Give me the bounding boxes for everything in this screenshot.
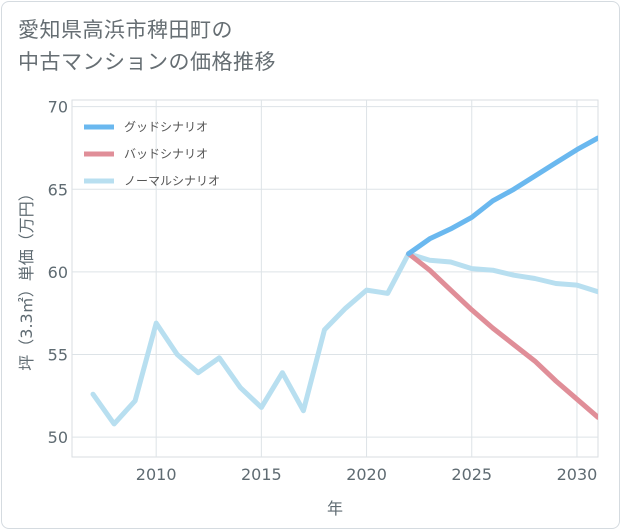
legend-item-normal-scenario: ノーマルシナリオ	[84, 174, 220, 188]
chart-title-line-2: 中古マンションの価格推移	[18, 50, 276, 74]
y-axis-label: 坪（3.3㎡）単価（万円）	[17, 185, 36, 370]
series-line-normal-scenario	[90, 251, 598, 427]
legend-label: グッドシナリオ	[124, 120, 208, 134]
y-tick-label: 50	[48, 428, 68, 447]
legend-label: ノーマルシナリオ	[124, 174, 220, 188]
x-tick-label: 2015	[241, 465, 282, 484]
y-tick-labels: 50 55 60 65 70	[48, 98, 68, 448]
x-tick-label: 2010	[136, 465, 177, 484]
y-tick-label: 60	[48, 263, 68, 282]
x-tick-labels: 2010 2015 2020 2025 2030	[136, 465, 598, 484]
y-tick-label: 70	[48, 98, 68, 117]
chart-title: 愛知県高浜市稗田町の 中古マンションの価格推移	[18, 14, 276, 78]
x-tick-label: 2025	[451, 465, 492, 484]
x-axis-label: 年	[327, 499, 343, 518]
legend-item-bad-scenario: バッドシナリオ	[84, 147, 208, 161]
legend-label: バッドシナリオ	[124, 147, 208, 161]
x-tick-label: 2030	[557, 465, 598, 484]
x-tick-label: 2020	[346, 465, 387, 484]
legend-item-good-scenario: グッドシナリオ	[84, 120, 208, 134]
plot-area	[71, 99, 599, 458]
y-tick-label: 65	[48, 180, 68, 199]
y-tick-label: 55	[48, 346, 68, 365]
series-line-good-scenario	[406, 135, 598, 257]
chart-title-line-1: 愛知県高浜市稗田町の	[18, 18, 233, 42]
series-lines	[90, 135, 598, 427]
series-line-bad-scenario	[406, 251, 598, 420]
grid	[72, 100, 598, 457]
